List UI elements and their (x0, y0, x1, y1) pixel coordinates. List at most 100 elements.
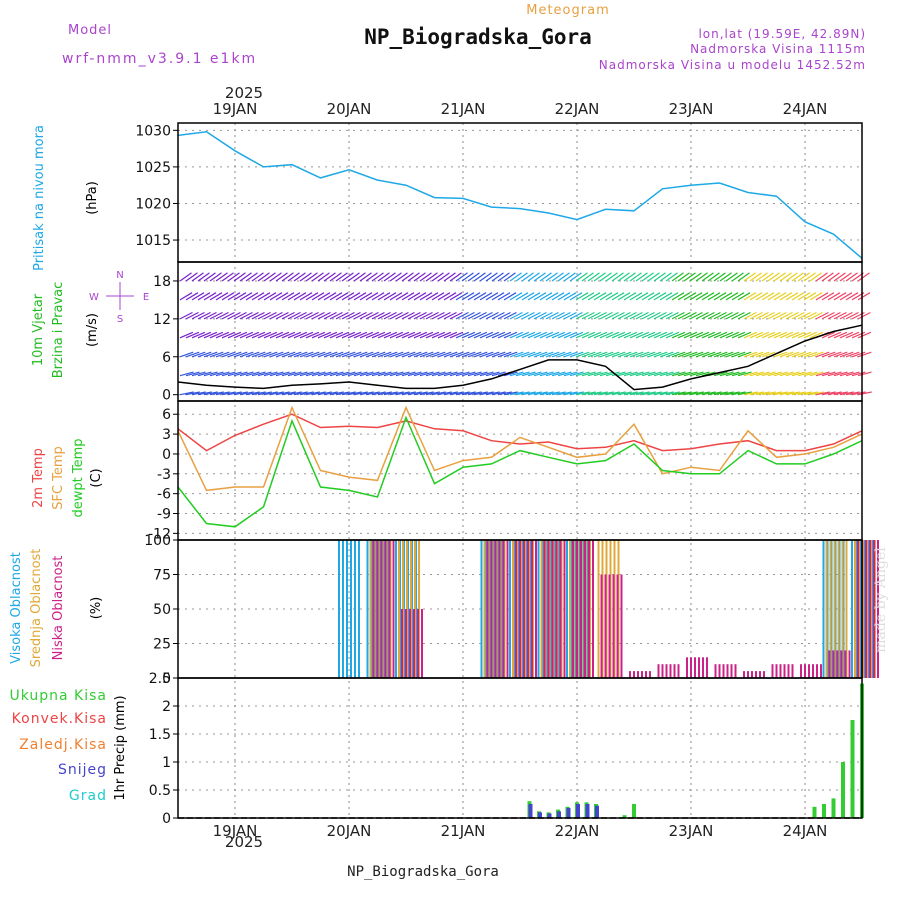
wind-barb (203, 371, 218, 377)
wind-barb (485, 311, 499, 320)
wind-barb (473, 292, 487, 301)
wind-barb (287, 371, 302, 377)
wind-barb (491, 292, 505, 301)
wind-barb (743, 351, 758, 358)
wind-barb (419, 351, 434, 358)
y-tick-label: 12 (153, 312, 171, 328)
wind-barb (701, 272, 714, 282)
wind-barb (701, 311, 715, 320)
precip-bar (622, 815, 627, 818)
wind-barb (785, 371, 800, 377)
wind-barb (455, 351, 470, 358)
wind-barb (245, 331, 260, 339)
y-tick-label: -3 (157, 467, 171, 483)
wind-barb (647, 272, 660, 282)
wind-barb (437, 391, 452, 396)
wind-barb (599, 371, 614, 377)
wind-barb (809, 371, 824, 377)
wind-barb (659, 292, 673, 301)
wind-barb (755, 292, 769, 301)
y-tick-label: 1 (162, 755, 171, 771)
wind-barb (209, 311, 223, 320)
wind-barb (791, 292, 805, 301)
wind-barb (257, 391, 272, 396)
temp-2m-label: 2m Temp (31, 448, 46, 508)
wind-barb (623, 272, 636, 282)
wind-barb (563, 292, 577, 301)
wind-barb (449, 272, 462, 282)
wind-barb (809, 351, 824, 358)
wind-barb (353, 351, 368, 358)
wind-barb (689, 371, 704, 377)
series-line-2-1 (177, 405, 863, 492)
wind-barb (401, 331, 416, 339)
wind-barb (701, 391, 716, 396)
wind-barb (413, 292, 427, 301)
wind-barb (281, 272, 294, 282)
wind-barb (461, 351, 476, 358)
wind-barb (425, 272, 438, 282)
wind-barb (263, 351, 278, 358)
wind-barb (641, 292, 655, 301)
wind-barb (671, 292, 685, 301)
wind-barb (287, 391, 302, 396)
wind-barb (509, 331, 524, 339)
wind-barb (719, 292, 733, 301)
cloud-bars (338, 540, 879, 678)
wind-barb (329, 331, 344, 339)
wind-barb (827, 292, 841, 301)
wind-barb (239, 351, 254, 358)
wind-barb (503, 351, 518, 358)
wind-barb (833, 351, 848, 358)
wind-barb (359, 351, 374, 358)
wind-barb (671, 272, 684, 282)
wind-barb (701, 292, 715, 301)
wind-barb (239, 292, 253, 301)
wind-barb (743, 311, 757, 320)
wind-barb (269, 351, 284, 358)
wind-barb (527, 371, 542, 377)
wind-barb (647, 371, 662, 377)
wind-barb (641, 272, 654, 282)
wind-barb (371, 391, 386, 396)
wind-barb (455, 292, 469, 301)
wind-barb (329, 391, 344, 396)
wind-barb (779, 331, 794, 339)
wind-barb (311, 351, 326, 358)
wind-barb (539, 292, 553, 301)
wind-barb (503, 292, 517, 301)
wind-barb (857, 331, 872, 339)
wind-barb (809, 331, 824, 339)
wind-barb (839, 272, 852, 282)
wind-barb (263, 331, 278, 339)
wind-barb (599, 351, 614, 358)
wind-barb (515, 351, 530, 358)
wind-barb (647, 351, 662, 358)
wind-barb (539, 331, 554, 339)
signature: made by Angel (873, 547, 889, 653)
wind-barb (203, 351, 218, 358)
wind-barb (773, 292, 787, 301)
wind-barb (845, 331, 860, 339)
wind-barb (551, 292, 565, 301)
wind-barb (845, 391, 860, 396)
precip-unit: 1hr Precip (mm) (113, 695, 128, 800)
wind-barb (215, 351, 230, 358)
precip-bars (178, 683, 864, 819)
wind-barb (473, 351, 488, 358)
wind-barb (383, 391, 398, 396)
precip-bar (831, 798, 836, 818)
wind-barb (419, 331, 434, 339)
wind-barb (347, 292, 361, 301)
wind-barb (695, 391, 710, 396)
wind-barb (821, 311, 835, 320)
wind-barb (659, 272, 672, 282)
wind-barb (629, 292, 643, 301)
wind-barb (467, 351, 482, 358)
wind-barb (665, 292, 679, 301)
wind-barb (563, 272, 576, 282)
wind-barb (341, 311, 355, 320)
wind-barb (569, 311, 583, 320)
wind-barb (545, 292, 559, 301)
